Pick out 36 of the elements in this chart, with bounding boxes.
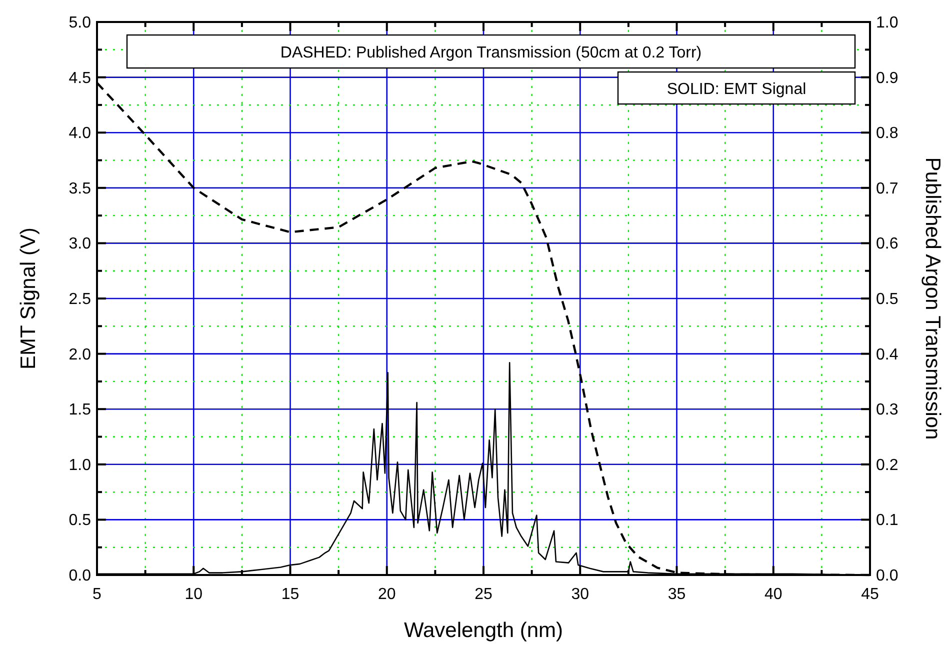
x-tick-label: 5 bbox=[92, 586, 102, 603]
annotation: DASHED: Published Argon Transmission (50cm at 0.2 Torr) bbox=[280, 44, 702, 62]
y2-axis-title: Published Argon Transmission bbox=[921, 157, 944, 440]
y-tick-label: 0.0 bbox=[68, 568, 92, 584]
y-tick-label: 3.5 bbox=[68, 180, 92, 198]
y-tick-label: 5.0 bbox=[68, 14, 92, 32]
y-tick-label: 4.5 bbox=[68, 70, 92, 87]
y2-tick-label: 0.0 bbox=[876, 568, 898, 584]
x-tick-label: 40 bbox=[764, 586, 782, 603]
annotation: SOLID: EMT Signal bbox=[666, 81, 806, 98]
y-axis-title: EMT Signal (V) bbox=[17, 228, 40, 370]
x-tick-label: 15 bbox=[281, 586, 300, 603]
y2-tick-label: 0.7 bbox=[876, 180, 898, 198]
y-tick-label: 3.0 bbox=[68, 236, 92, 253]
x-tick-label: 30 bbox=[571, 586, 590, 603]
y-tick-label: 4.0 bbox=[68, 125, 92, 142]
y-tick-label: 0.5 bbox=[68, 512, 92, 530]
y2-tick-label: 0.8 bbox=[876, 125, 898, 142]
y2-tick-label: 0.9 bbox=[876, 70, 898, 87]
y2-tick-label: 0.2 bbox=[876, 456, 898, 474]
y-tick-label: 1.0 bbox=[68, 456, 92, 474]
y2-tick-label: 0.5 bbox=[876, 291, 898, 308]
y-tick-label: 2.5 bbox=[68, 291, 92, 308]
x-tick-label: 20 bbox=[378, 586, 396, 603]
x-tick-label: 10 bbox=[184, 586, 203, 603]
y-tick-label: 1.5 bbox=[68, 402, 92, 419]
y2-tick-label: 0.1 bbox=[876, 512, 898, 530]
x-tick-label: 35 bbox=[668, 586, 686, 603]
x-tick-label: 25 bbox=[474, 586, 492, 603]
y2-tick-label: 0.6 bbox=[876, 236, 898, 253]
y-tick-label: 2.0 bbox=[68, 346, 92, 364]
y2-tick-label: 1.0 bbox=[876, 14, 898, 32]
x-axis-title: Wavelength (nm) bbox=[404, 619, 564, 642]
y2-tick-label: 0.4 bbox=[876, 346, 898, 364]
x-tick-label: 45 bbox=[861, 586, 879, 603]
y2-tick-label: 0.3 bbox=[876, 402, 898, 419]
